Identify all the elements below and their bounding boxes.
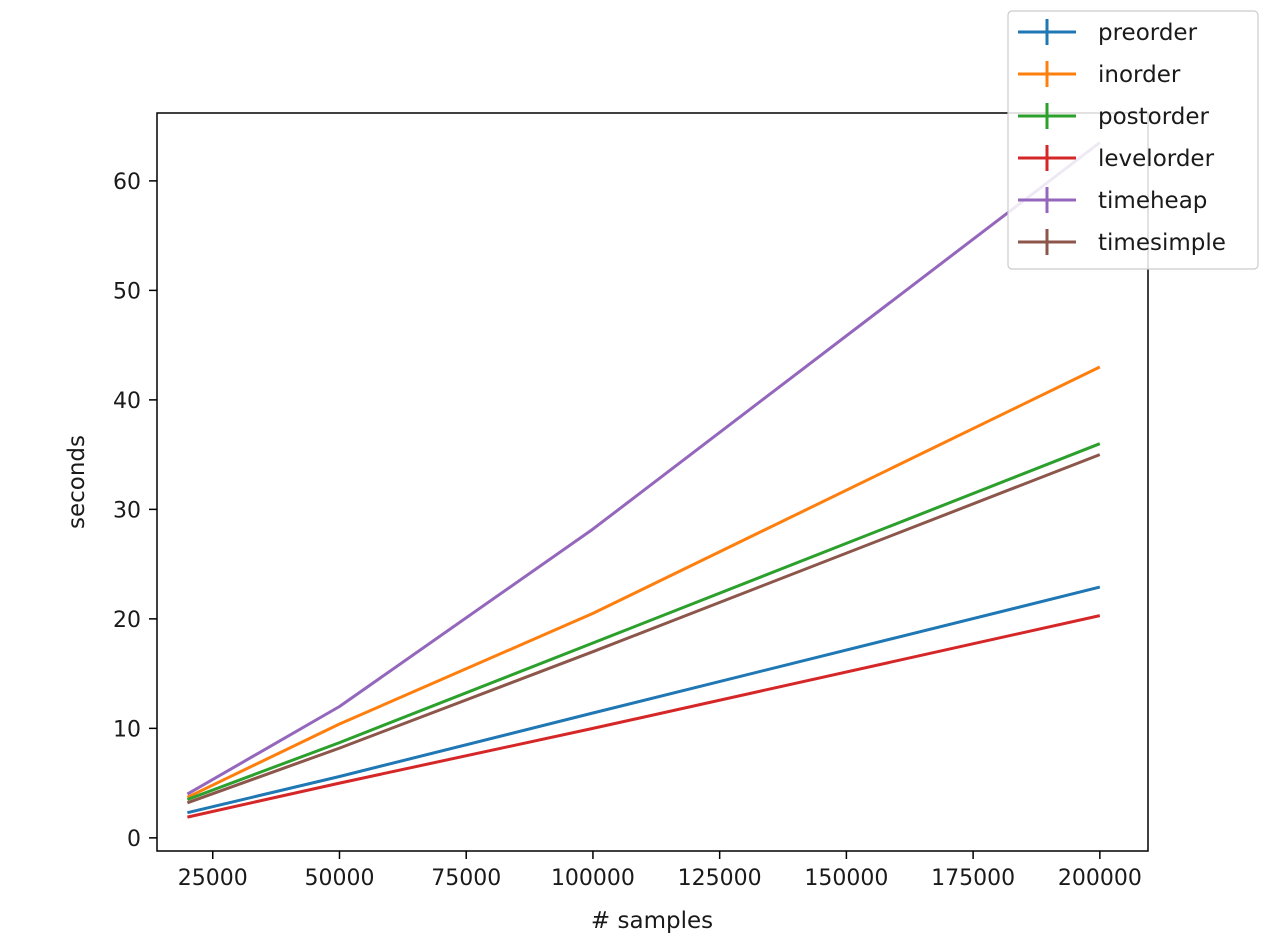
- legend-label: timesimple: [1098, 230, 1226, 256]
- x-tick-label: 125000: [678, 866, 762, 891]
- y-tick-label: 40: [113, 389, 141, 414]
- y-tick-label: 30: [113, 498, 141, 523]
- legend-entry-postorder: postorder: [1018, 103, 1210, 130]
- x-tick-label: 200000: [1058, 866, 1142, 891]
- plot-frame: [156, 112, 1149, 852]
- x-tick-label: 50000: [304, 866, 374, 891]
- legend-entry-preorder: preorder: [1018, 19, 1198, 46]
- y-tick-label: 50: [113, 279, 141, 304]
- legend-entry-timesimple: timesimple: [1018, 229, 1226, 256]
- series-line-preorder: [187, 585, 1101, 815]
- y-tick-label: 60: [113, 170, 141, 195]
- x-tick-label: 175000: [931, 866, 1015, 891]
- series-line-timeheap: [186, 141, 1101, 796]
- legend-label: inorder: [1098, 62, 1181, 88]
- x-tick-label: 100000: [551, 866, 635, 891]
- x-tick-label: 25000: [178, 866, 248, 891]
- x-axis: 25000 50000 75000 100000 125000 150000 175000 2…: [178, 851, 1142, 891]
- y-axis: 0 10 20 30 40 50 60: [113, 170, 157, 852]
- legend-label: postorder: [1098, 104, 1210, 130]
- legend-entry-levelorder: levelorder: [1018, 145, 1215, 172]
- legend-entry-inorder: inorder: [1018, 61, 1181, 88]
- series-line-levelorder: [187, 614, 1101, 819]
- plot-lines: [186, 141, 1101, 819]
- x-tick-label: 150000: [804, 866, 888, 891]
- legend-label: preorder: [1098, 20, 1198, 46]
- y-tick-label: 10: [113, 717, 141, 742]
- legend-entry-timeheap: timeheap: [1018, 187, 1207, 214]
- y-tick-label: 20: [113, 608, 141, 633]
- series-line-postorder: [186, 442, 1101, 801]
- x-axis-label: # samples: [591, 908, 713, 934]
- x-tick-label: 75000: [431, 866, 501, 891]
- legend-label: levelorder: [1098, 146, 1215, 172]
- series-line-timesimple: [186, 453, 1101, 805]
- series-line-inorder: [186, 365, 1101, 799]
- y-axis-label: seconds: [64, 435, 90, 529]
- legend: preorder inorder postorder levelorder timehe…: [1007, 10, 1259, 270]
- y-tick-label: 0: [127, 827, 141, 852]
- legend-label: timeheap: [1098, 188, 1207, 214]
